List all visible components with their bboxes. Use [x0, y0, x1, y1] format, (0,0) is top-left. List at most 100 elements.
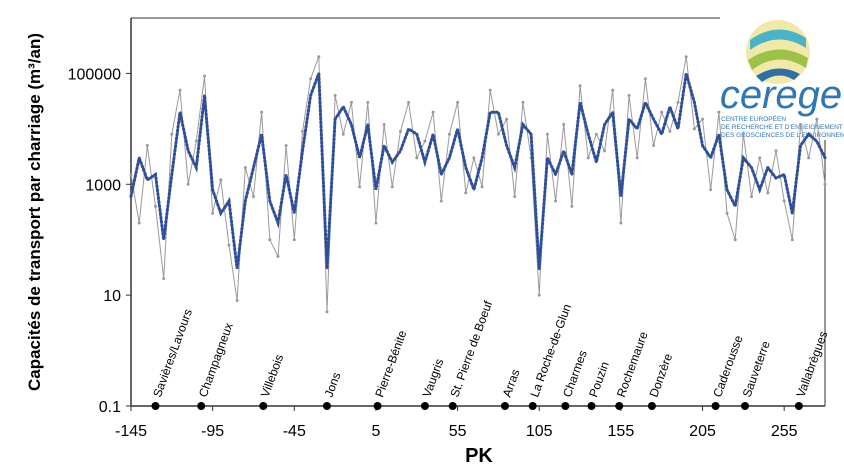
data-point [472, 156, 476, 160]
x-axis-label: PK [465, 445, 493, 467]
data-point [129, 173, 133, 177]
data-point [137, 221, 141, 225]
data-point [578, 84, 582, 88]
data-point [594, 132, 598, 136]
x-tick-label: -45 [283, 423, 306, 440]
station-marker [794, 402, 803, 410]
data-point [325, 310, 329, 314]
data-point [341, 132, 345, 136]
data-point [268, 238, 272, 242]
station-marker [647, 402, 656, 410]
data-point [317, 55, 321, 59]
data-point [202, 74, 206, 78]
data-point [627, 93, 631, 97]
data-point [823, 182, 827, 186]
station-marker [151, 402, 160, 410]
station-marker [561, 402, 570, 410]
data-point [260, 110, 264, 114]
data-point [431, 110, 435, 114]
y-tick-label: 10 [103, 288, 121, 305]
x-tick-label: 5 [371, 423, 380, 440]
data-point [456, 100, 460, 104]
logo-band [756, 68, 800, 82]
station-marker [197, 402, 206, 410]
data-point [782, 199, 786, 203]
x-tick-label: 205 [689, 423, 716, 440]
data-point [709, 188, 713, 192]
data-point [513, 195, 517, 199]
data-point [415, 156, 419, 160]
data-point [145, 144, 149, 148]
station-label: Caderousse [710, 333, 745, 399]
station-marker [740, 402, 749, 410]
station-marker [500, 402, 509, 410]
x-tick-label: -95 [201, 423, 224, 440]
data-point [660, 110, 664, 114]
data-point [562, 122, 566, 126]
station-label: Rochemaure [614, 329, 651, 399]
station-label: Charmes [560, 348, 590, 399]
data-point [480, 185, 484, 189]
data-point [652, 144, 656, 148]
station-marker [528, 402, 537, 410]
station-marker [373, 402, 382, 410]
logo-band [748, 49, 808, 70]
logo-line: DES GÉOSCIENCES DE L'ENVIRONNEMENT [721, 130, 844, 139]
data-point [390, 185, 394, 189]
data-point [668, 129, 672, 133]
data-point [717, 110, 721, 114]
station-label: Pierre-Bénite [372, 328, 409, 399]
data-point [701, 117, 705, 121]
x-tick-label: 55 [449, 423, 467, 440]
logo-band [750, 29, 806, 50]
station-label: Villebois [258, 352, 286, 399]
data-point [292, 238, 296, 242]
data-point [741, 132, 745, 136]
station-label: Champagneux [196, 321, 236, 399]
station-marker [587, 402, 596, 410]
station-label: Pouzin [586, 360, 612, 399]
data-point [398, 129, 402, 133]
station-label: Donzère [647, 351, 676, 399]
data-point [447, 132, 451, 136]
y-tick-label: 1000 [85, 177, 121, 194]
data-point [790, 238, 794, 242]
data-point [545, 132, 549, 136]
data-point [464, 191, 468, 195]
data-point [243, 166, 247, 170]
x-tick-label: 105 [526, 423, 553, 440]
station-marker [448, 402, 457, 410]
data-point [758, 156, 762, 160]
x-tick-label: 155 [608, 423, 635, 440]
station-label: Savières/Lavours [150, 307, 195, 399]
data-point [635, 156, 639, 160]
station-label: Jons [322, 370, 344, 399]
data-point [178, 88, 182, 92]
data-point [733, 238, 737, 242]
data-point [349, 100, 353, 104]
data-point [276, 254, 280, 258]
logo: cerege CENTRE EUROPÉEN DE RECHERCHE ET D… [720, 20, 844, 139]
data-point [162, 276, 166, 280]
data-point [382, 122, 386, 126]
data-point [488, 88, 492, 92]
x-tick-label: 255 [771, 423, 798, 440]
data-point [692, 127, 696, 131]
data-point [333, 93, 337, 97]
data-point [807, 156, 811, 160]
data-point [439, 199, 443, 203]
logo-line: DE RECHERCHE ET D'ENSEIGNEMENT [721, 124, 843, 131]
station-label: Vaugris [420, 357, 447, 399]
data-point [643, 77, 647, 81]
y-axis-label: Capacités de transport par charriage (m³… [25, 33, 44, 391]
data-point [570, 204, 574, 208]
data-point [766, 191, 770, 195]
station-marker [322, 402, 331, 410]
y-tick-label: 100000 [68, 66, 121, 83]
series-line [129, 72, 827, 269]
data-point [554, 199, 558, 203]
data-point [407, 100, 411, 104]
data-point [284, 144, 288, 148]
data-point [153, 204, 157, 208]
